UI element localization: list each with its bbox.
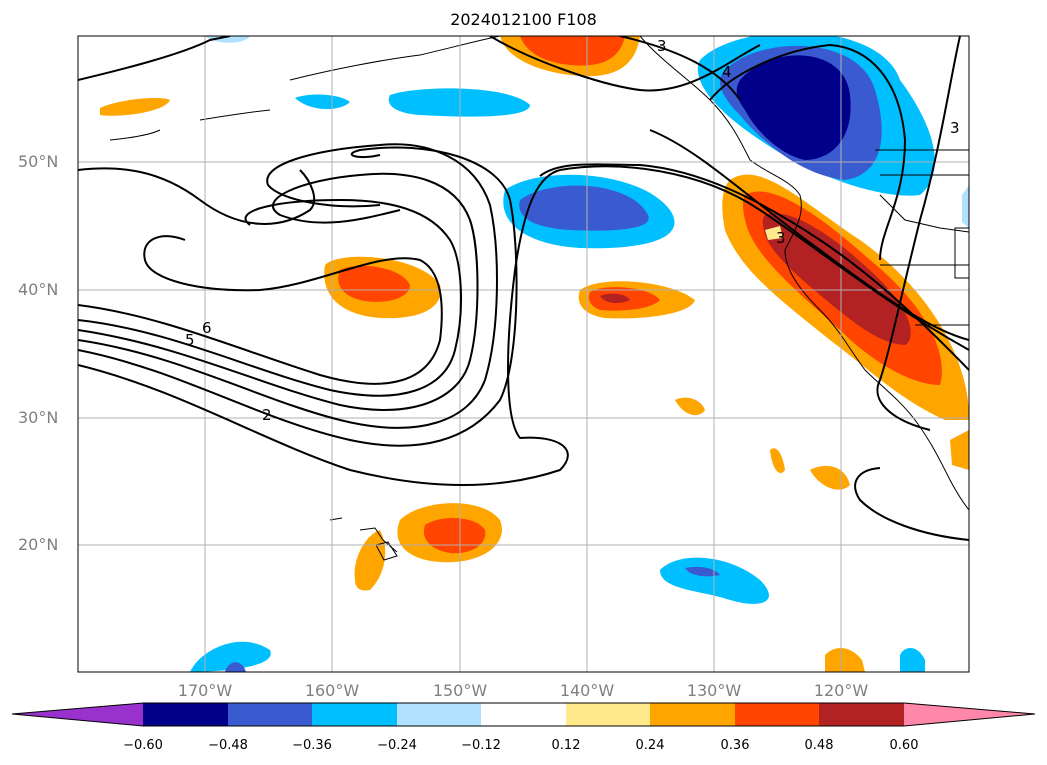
lat-label: 20°N — [18, 535, 59, 554]
lat-label: 40°N — [18, 280, 59, 299]
colorbar-bin — [481, 703, 566, 726]
lon-label: 120°W — [813, 681, 869, 700]
colorbar-extend-high — [904, 703, 1035, 726]
lon-label: 130°W — [686, 681, 742, 700]
graticule — [78, 36, 969, 672]
map-title: 2024012100 F108 — [450, 10, 597, 29]
colorbar-tick-label: 0.60 — [889, 738, 919, 753]
colorbar-bin — [312, 703, 397, 726]
colorbar-bin — [143, 703, 228, 726]
colorbar-tick-label: 0.48 — [804, 738, 834, 753]
contour-label: 3 — [950, 119, 960, 137]
lon-label: 170°W — [177, 681, 233, 700]
coastlines — [109, 36, 969, 561]
colorbar-bin — [566, 703, 650, 726]
positive-anomaly-shading — [100, 36, 969, 672]
colorbar-tick-label: −0.36 — [292, 738, 332, 753]
colorbar-tick-label: 0.24 — [635, 738, 665, 753]
contour-label: 3 — [657, 37, 667, 55]
colorbar-tick-label: −0.12 — [461, 738, 501, 753]
lat-label: 30°N — [18, 408, 59, 427]
lat-label: 50°N — [18, 152, 59, 171]
contour-label: 5 — [185, 331, 195, 349]
colorbar-bin — [397, 703, 481, 726]
colorbar-bin — [228, 703, 312, 726]
contour-label: 4 — [722, 63, 732, 81]
colorbar-tick-label: 0.12 — [551, 738, 581, 753]
lon-label: 140°W — [559, 681, 615, 700]
negative-anomaly-shading — [190, 36, 969, 672]
colorbar-tick-label: −0.24 — [377, 738, 417, 753]
colorbar-bin — [735, 703, 819, 726]
colorbar-tick-label: −0.48 — [208, 738, 248, 753]
colorbar-tick-label: −0.60 — [123, 738, 163, 753]
height-contours — [78, 36, 969, 541]
contour-label: 2 — [262, 406, 272, 424]
colorbar-bin — [819, 703, 904, 726]
colorbar — [11, 702, 1036, 727]
colorbar-extend-low — [12, 703, 143, 726]
colorbar-bin — [650, 703, 735, 726]
map-frame — [77, 35, 970, 673]
lon-label: 160°W — [304, 681, 360, 700]
colorbar-tick-label: 0.36 — [720, 738, 750, 753]
lon-label: 150°W — [432, 681, 488, 700]
contour-label: 6 — [202, 319, 212, 337]
contour-label: 3 — [776, 229, 786, 247]
